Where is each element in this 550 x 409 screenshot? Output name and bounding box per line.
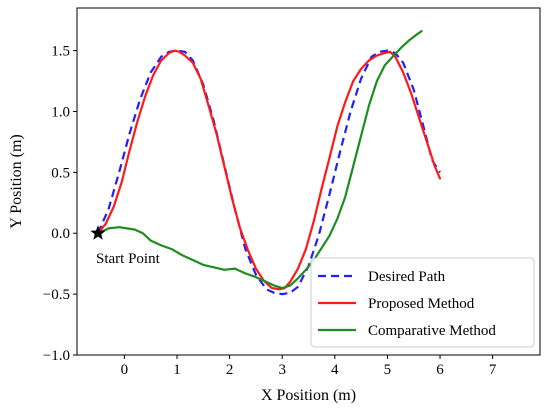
legend-items: Desired Path Proposed Method Comparative M…	[318, 269, 496, 339]
ticks-layer: 0 1 2 3 4 5 6 7 −1.0 −0.5 0.0 0.5 1.0 1.5	[43, 44, 497, 378]
y-tick-label-1: −0.5	[43, 287, 70, 303]
legend: Desired Path Proposed Method Comparative M…	[310, 257, 535, 348]
y-axis-label: Y Position (m)	[8, 134, 25, 229]
x-tick-label-5: 5	[384, 362, 392, 378]
x-tick-label-6: 6	[436, 362, 444, 378]
x-tick-label-1: 1	[173, 362, 181, 378]
series-line-1	[96, 49, 442, 291]
y-tick-label-0: −1.0	[43, 348, 70, 364]
y-tick-label-2: 0.0	[51, 226, 70, 242]
x-tick-label-7: 7	[489, 362, 497, 378]
legend-label-0: Desired Path	[368, 269, 446, 285]
y-tick-label-4: 1.0	[51, 104, 70, 120]
start-point-label: Start Point	[96, 251, 161, 267]
plot-frame	[76, 7, 541, 356]
series-line-0	[96, 49, 441, 296]
start-point-marker	[90, 225, 106, 240]
x-tick-label-0: 0	[121, 362, 129, 378]
y-tick-label-5: 1.5	[51, 44, 70, 60]
x-axis-label: X Position (m)	[261, 387, 356, 404]
series-line-2	[96, 30, 423, 290]
x-tick-label-2: 2	[226, 362, 234, 378]
x-tick-label-3: 3	[278, 362, 286, 378]
x-tick-label-4: 4	[331, 362, 339, 378]
legend-box	[310, 257, 535, 348]
legend-label-2: Comparative Method	[368, 323, 496, 339]
series-layer	[96, 30, 442, 296]
legend-label-1: Proposed Method	[368, 296, 475, 312]
annotation-layer: Start Point	[90, 225, 161, 267]
y-tick-label-3: 0.5	[51, 165, 70, 181]
